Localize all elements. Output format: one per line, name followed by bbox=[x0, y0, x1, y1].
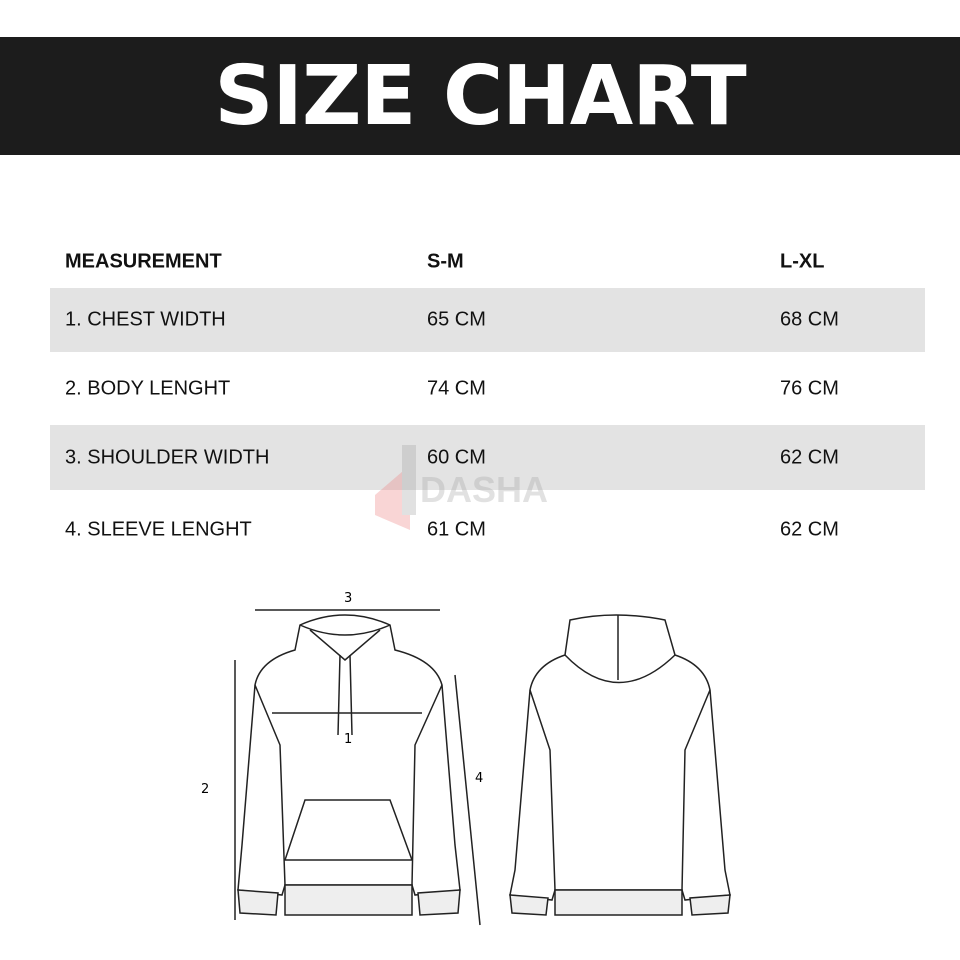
page-title: SIZE CHART bbox=[214, 48, 746, 144]
table-row: 3. SHOULDER WIDTH 60 CM 62 CM bbox=[50, 425, 925, 490]
cell: 3. SHOULDER WIDTH bbox=[65, 446, 270, 468]
hoodie-back-diagram bbox=[509, 614, 731, 916]
table-row: 4. SLEEVE LENGHT 61 CM 62 CM bbox=[50, 498, 925, 562]
cell: 61 CM bbox=[427, 518, 486, 541]
header-l-xl: L-XL bbox=[780, 250, 825, 273]
cell: 65 CM bbox=[427, 308, 486, 331]
label-1: 1 bbox=[344, 732, 352, 747]
header-s-m: S-M bbox=[427, 250, 464, 273]
hoodie-front-diagram: 3 1 2 4 bbox=[201, 591, 483, 926]
cell: 62 CM bbox=[780, 446, 839, 468]
cell: 4. SLEEVE LENGHT bbox=[65, 518, 252, 541]
svg-text:DASHA: DASHA bbox=[420, 469, 548, 510]
cell: 62 CM bbox=[780, 518, 839, 541]
table-row: 2. BODY LENGHT 74 CM 76 CM bbox=[50, 356, 925, 422]
cell: 60 CM bbox=[427, 446, 486, 468]
cell: 1. CHEST WIDTH bbox=[65, 308, 226, 331]
table-header: MEASUREMENT S-M L-XL bbox=[50, 245, 925, 279]
label-2: 2 bbox=[201, 782, 209, 797]
cell: 74 CM bbox=[427, 377, 486, 400]
label-4: 4 bbox=[475, 771, 483, 786]
watermark-logo: DASHA bbox=[375, 445, 548, 530]
title-banner: SIZE CHART bbox=[0, 37, 960, 155]
cell: 68 CM bbox=[780, 308, 839, 331]
header-measurement: MEASUREMENT bbox=[65, 250, 222, 273]
label-3: 3 bbox=[344, 591, 352, 606]
cell: 76 CM bbox=[780, 377, 839, 400]
cell: 2. BODY LENGHT bbox=[65, 377, 231, 400]
table-row: 1. CHEST WIDTH 65 CM 68 CM bbox=[50, 288, 925, 352]
